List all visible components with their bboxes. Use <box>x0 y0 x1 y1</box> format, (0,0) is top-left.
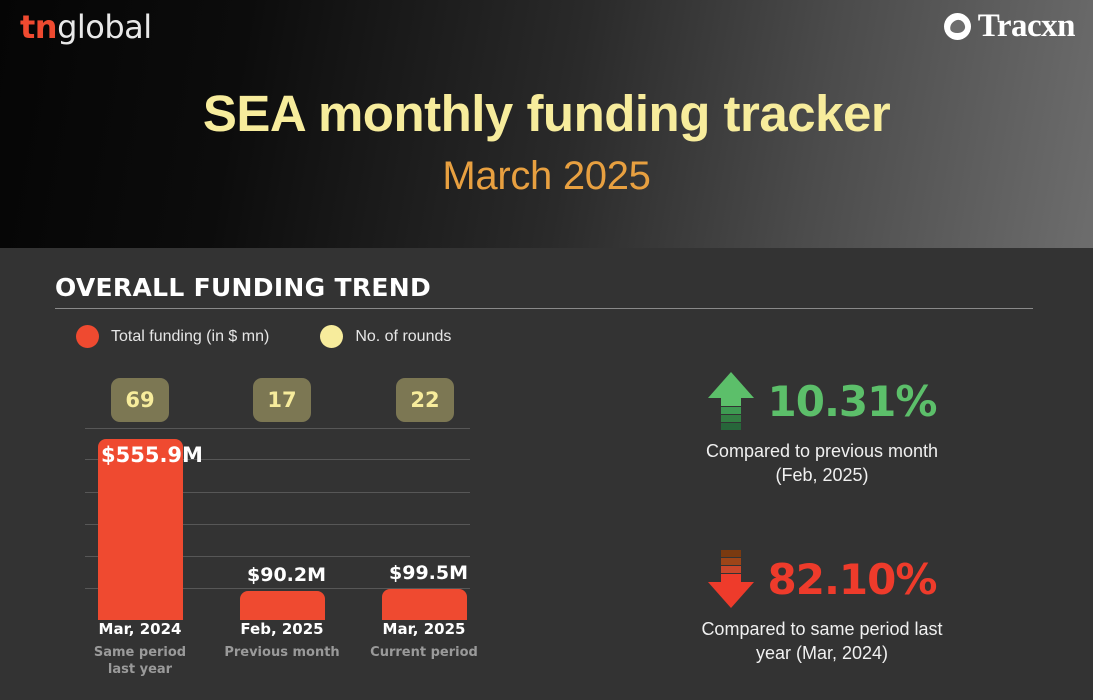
overall-funding-trend-chart: 69 17 22 $555.9M $90.2M $99.5M Mar, 2024… <box>85 370 485 677</box>
comparison-same-period-desc-line2: year (Mar, 2024) <box>755 642 889 663</box>
arrow-down-icon <box>707 550 754 608</box>
bar-mar-2024 <box>98 439 183 620</box>
gridline <box>85 588 470 589</box>
x-tick-label-feb-2025: Feb, 2025 <box>240 620 324 638</box>
comparison-previous-month-headline: 10.31% <box>632 370 1012 432</box>
comparison-previous-month-description: Compared to previous month (Feb, 2025) <box>632 440 1012 488</box>
arrow-up-icon <box>707 372 754 430</box>
gridline <box>85 556 470 557</box>
bar-value-mar-2025: $99.5M <box>389 562 469 584</box>
legend-label-rounds: No. of rounds <box>355 327 452 345</box>
legend-label-total-funding: Total funding (in $ mn) <box>111 327 270 345</box>
x-tick-mar-2025: Mar, 2025 Current period <box>364 620 484 662</box>
comparison-same-period-headline: 82.10% <box>632 548 1012 610</box>
legend-swatch-total-funding <box>76 325 99 348</box>
comparison-same-period-percent: 82.10% <box>767 554 938 604</box>
comparison-same-period-description: Compared to same period last year (Mar, … <box>632 618 1012 666</box>
tracxn-mark-icon <box>943 13 971 40</box>
rounds-badge-mar-2025: 22 <box>396 378 454 422</box>
comparison-previous-month: 10.31% Compared to previous month (Feb, … <box>632 370 1012 488</box>
x-tick-mar-2024: Mar, 2024 Same period last year <box>80 620 200 678</box>
chart-legend: Total funding (in $ mn) No. of rounds <box>76 325 451 348</box>
legend-item-rounds: No. of rounds <box>320 325 451 348</box>
tnglobal-logo-tn: tn <box>20 8 58 46</box>
x-tick-feb-2025: Feb, 2025 Previous month <box>222 620 342 662</box>
page-subtitle: March 2025 <box>442 154 651 198</box>
header-band: tnglobal Tracxn SEA monthly funding trac… <box>0 0 1093 248</box>
section-divider <box>55 308 1033 309</box>
bar-feb-2025 <box>240 591 325 620</box>
tracxn-logo: Tracxn <box>943 8 1076 45</box>
gridline <box>85 524 470 525</box>
comparison-previous-month-desc-line2: (Feb, 2025) <box>775 464 869 485</box>
x-tick-sublabel-mar-2025: Current period <box>370 645 478 660</box>
chart-x-axis: Mar, 2024 Same period last year Feb, 202… <box>85 620 485 700</box>
comparison-same-period-last-year: 82.10% Compared to same period last year… <box>632 548 1012 666</box>
legend-item-total-funding: Total funding (in $ mn) <box>76 325 269 348</box>
tnglobal-logo: tnglobal <box>20 8 152 46</box>
section-title: OVERALL FUNDING TREND <box>55 273 432 302</box>
comparison-same-period-desc-line1: Compared to same period last <box>701 619 943 639</box>
tracxn-logo-label: Tracxn <box>977 8 1076 44</box>
bar-mar-2025 <box>382 589 467 620</box>
x-tick-sublabel-mar-2024: Same period last year <box>93 645 187 677</box>
gridline <box>85 459 470 460</box>
comparison-previous-month-percent: 10.31% <box>767 376 938 426</box>
rounds-badge-feb-2025: 17 <box>253 378 311 422</box>
rounds-count-row: 69 17 22 <box>85 378 485 422</box>
chart-plot-area: $555.9M $90.2M $99.5M <box>85 428 485 620</box>
gridline <box>85 492 470 493</box>
x-tick-label-mar-2025: Mar, 2025 <box>382 620 466 638</box>
bar-value-mar-2024: $555.9M <box>101 443 203 467</box>
tnglobal-logo-global: global <box>57 8 152 46</box>
page-title: SEA monthly funding tracker <box>202 85 891 142</box>
x-tick-label-mar-2024: Mar, 2024 <box>98 620 182 638</box>
comparison-previous-month-desc-line1: Compared to previous month <box>705 441 939 461</box>
gridline <box>85 428 470 429</box>
rounds-badge-mar-2024: 69 <box>111 378 169 422</box>
x-tick-sublabel-feb-2025: Previous month <box>224 645 340 660</box>
legend-swatch-rounds <box>320 325 344 348</box>
bar-value-feb-2025: $90.2M <box>247 564 327 586</box>
